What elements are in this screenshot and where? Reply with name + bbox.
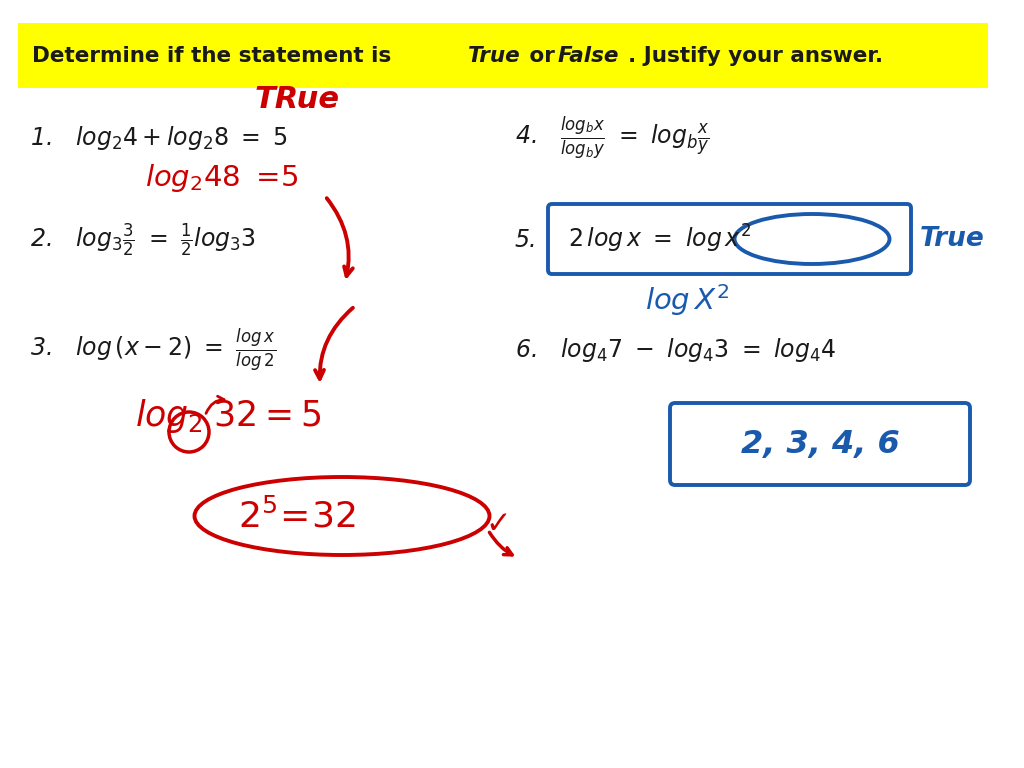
Text: $2\,log\,x\ =\ log\,x^2$: $2\,log\,x\ =\ log\,x^2$ xyxy=(568,223,751,255)
Text: True: True xyxy=(468,45,521,65)
Text: False: False xyxy=(558,45,620,65)
Bar xyxy=(18,23,988,88)
Text: or: or xyxy=(522,45,562,65)
FancyArrowPatch shape xyxy=(315,308,353,379)
Text: TRue: TRue xyxy=(255,85,340,114)
Text: $log\,X^2$: $log\,X^2$ xyxy=(645,282,729,318)
Text: 1.   $log_2 4 + log_2 8\ =\ 5$: 1. $log_2 4 + log_2 8\ =\ 5$ xyxy=(30,124,288,152)
Text: 3.   $log\,(x - 2)\ =\ \frac{log\,x}{log\,2}$: 3. $log\,(x - 2)\ =\ \frac{log\,x}{log\,… xyxy=(30,326,276,374)
FancyArrowPatch shape xyxy=(489,532,512,554)
Text: 2.   $log_3 \frac{3}{2}\ =\ \frac{1}{2}log_3 3$: 2. $log_3 \frac{3}{2}\ =\ \frac{1}{2}log… xyxy=(30,221,256,259)
Text: 5.: 5. xyxy=(515,228,538,252)
Text: $\checkmark$: $\checkmark$ xyxy=(485,508,507,537)
Text: $log_2\;32 = 5$: $log_2\;32 = 5$ xyxy=(135,397,322,435)
FancyArrowPatch shape xyxy=(327,198,353,276)
Text: Determine if the statement is: Determine if the statement is xyxy=(32,45,398,65)
Text: 2, 3, 4, 6: 2, 3, 4, 6 xyxy=(740,429,899,459)
Text: $log_2 48\ =\!5$: $log_2 48\ =\!5$ xyxy=(145,162,299,194)
Text: 6.   $log_4 7\ -\ log_4 3\ =\ log_4 4$: 6. $log_4 7\ -\ log_4 3\ =\ log_4 4$ xyxy=(515,336,837,364)
Text: . Justify your answer.: . Justify your answer. xyxy=(628,45,883,65)
Text: $2^5\!=\!32$: $2^5\!=\!32$ xyxy=(238,498,355,534)
Text: True: True xyxy=(920,226,985,252)
FancyArrowPatch shape xyxy=(206,396,224,413)
Text: 4.   $\frac{log_b x}{log_b y}\ =\ log_b \frac{x}{y}$: 4. $\frac{log_b x}{log_b y}\ =\ log_b \f… xyxy=(515,114,710,162)
